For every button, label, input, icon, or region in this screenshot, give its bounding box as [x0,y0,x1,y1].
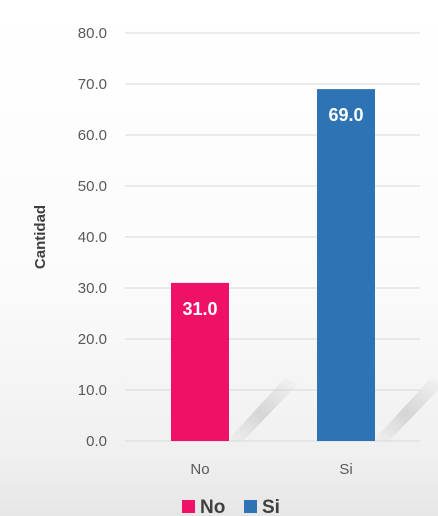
y-axis-title: Cantidad [32,205,49,269]
x-axis-ticks: No Si [190,461,352,478]
bar-no [171,282,229,441]
x-tick-label: No [190,461,209,478]
gridlines [125,32,420,442]
y-tick-label: 70.0 [78,76,107,93]
y-tick-label: 10.0 [78,382,107,399]
y-tick-label: 50.0 [78,178,107,195]
bar-shadows [227,379,438,441]
y-tick-label: 20.0 [78,331,107,348]
bars: 31.0 69.0 [171,89,375,441]
legend-swatch-si [244,500,257,513]
legend-label-si: Si [262,497,280,516]
legend-swatch-no [182,500,195,513]
y-tick-label: 60.0 [78,127,107,144]
bar-si [317,89,375,441]
y-tick-label: 0.0 [86,433,107,450]
bar-shadow [373,379,438,441]
data-label-si: 69.0 [328,105,363,125]
legend: No Si [182,497,280,516]
y-tick-label: 80.0 [78,25,107,42]
x-tick-label: Si [339,461,352,478]
legend-label-no: No [200,497,225,516]
data-label-no: 31.0 [182,299,217,319]
y-tick-label: 40.0 [78,229,107,246]
y-tick-label: 30.0 [78,280,107,297]
bar-shadow [227,379,299,441]
y-axis-ticks: 0.0 10.0 20.0 30.0 40.0 50.0 60.0 70.0 80.0 [78,25,107,450]
